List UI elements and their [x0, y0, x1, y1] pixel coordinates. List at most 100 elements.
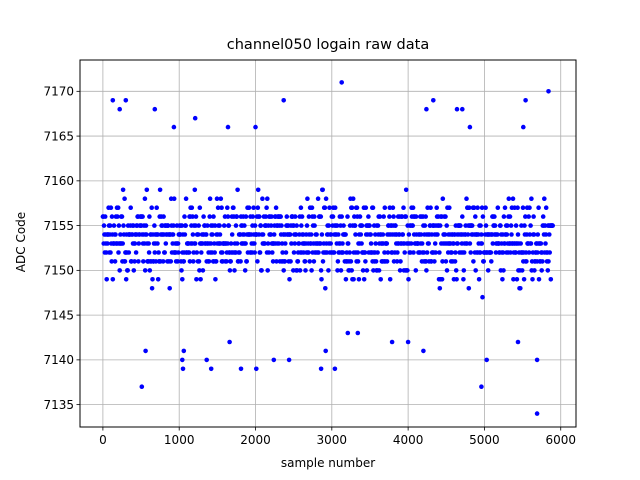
data-point-outlier	[286, 357, 292, 363]
data-point	[432, 241, 438, 246]
data-point	[201, 214, 206, 219]
data-point	[266, 250, 272, 255]
data-point	[508, 223, 514, 228]
data-point-outlier	[123, 98, 129, 103]
data-point	[111, 223, 117, 228]
data-point	[354, 205, 360, 210]
data-point	[348, 259, 354, 264]
data-point	[471, 205, 477, 210]
data-point	[171, 196, 177, 201]
data-point-outlier	[479, 384, 484, 390]
data-point	[477, 250, 483, 255]
data-point	[423, 214, 429, 219]
data-point	[490, 241, 496, 246]
x-tick-label: 0	[99, 433, 107, 447]
data-point	[540, 259, 545, 264]
data-point	[227, 268, 233, 273]
data-point	[141, 259, 146, 264]
data-point	[473, 268, 479, 273]
data-point	[121, 223, 126, 228]
data-point	[136, 241, 142, 246]
data-point	[327, 205, 332, 210]
data-point	[434, 205, 440, 210]
data-point	[268, 223, 274, 228]
data-point	[225, 241, 230, 246]
data-point	[228, 241, 234, 246]
data-point	[183, 196, 189, 201]
data-point	[358, 232, 364, 237]
data-point	[481, 259, 487, 264]
data-point	[213, 259, 219, 264]
data-point	[505, 223, 510, 228]
data-point	[347, 250, 353, 255]
data-point	[131, 268, 137, 273]
data-point	[309, 205, 315, 210]
data-point	[375, 223, 381, 228]
data-point	[536, 277, 542, 282]
data-point	[539, 268, 544, 273]
data-point	[363, 205, 369, 210]
data-point	[120, 187, 126, 193]
data-point-outlier	[323, 348, 329, 354]
data-point	[118, 232, 123, 237]
data-point	[546, 259, 551, 264]
data-point	[242, 268, 248, 273]
data-point-outlier	[389, 339, 395, 345]
data-point	[268, 232, 274, 237]
data-point	[167, 286, 172, 291]
data-point	[303, 268, 308, 273]
data-point	[257, 250, 263, 255]
data-point	[101, 223, 107, 228]
data-point	[330, 214, 336, 219]
data-point	[360, 268, 366, 273]
data-point	[532, 268, 537, 273]
data-point-outlier	[152, 106, 158, 112]
data-point	[170, 232, 176, 237]
data-point	[225, 205, 230, 210]
data-point	[283, 250, 289, 255]
data-point	[479, 232, 484, 237]
data-point	[176, 250, 181, 255]
data-point	[471, 259, 476, 264]
data-point	[292, 214, 298, 219]
data-point	[105, 241, 110, 246]
data-point-outlier	[171, 124, 177, 130]
data-point	[212, 223, 218, 228]
data-point	[274, 259, 279, 264]
data-point	[255, 187, 261, 193]
data-point	[526, 214, 531, 219]
data-point	[243, 241, 248, 246]
data-point	[500, 250, 506, 255]
data-point	[334, 223, 340, 228]
data-point-outlier	[460, 106, 465, 112]
data-point-outlier	[467, 124, 473, 130]
data-point	[359, 223, 365, 228]
y-tick-label: 7140	[43, 353, 74, 367]
data-point	[116, 250, 121, 255]
data-point	[189, 205, 195, 210]
data-point	[318, 268, 324, 273]
data-point	[102, 214, 108, 219]
data-point	[449, 250, 454, 255]
data-point	[433, 250, 438, 255]
plot-frame	[79, 59, 577, 428]
data-point	[538, 241, 544, 246]
data-point	[442, 232, 448, 237]
data-point	[424, 268, 429, 273]
data-point	[527, 205, 532, 210]
data-point	[511, 277, 516, 282]
data-point	[115, 205, 121, 210]
data-point	[270, 250, 275, 255]
data-point-outlier	[225, 124, 231, 130]
data-point-outlier	[204, 357, 209, 363]
data-point	[394, 259, 400, 264]
data-point	[316, 250, 321, 255]
data-point-outlier	[431, 98, 436, 103]
data-point	[281, 268, 287, 273]
data-point	[531, 232, 537, 237]
data-point	[515, 232, 521, 237]
data-point	[444, 223, 450, 228]
data-point	[292, 241, 298, 246]
data-point	[504, 232, 510, 237]
data-point	[128, 205, 133, 210]
